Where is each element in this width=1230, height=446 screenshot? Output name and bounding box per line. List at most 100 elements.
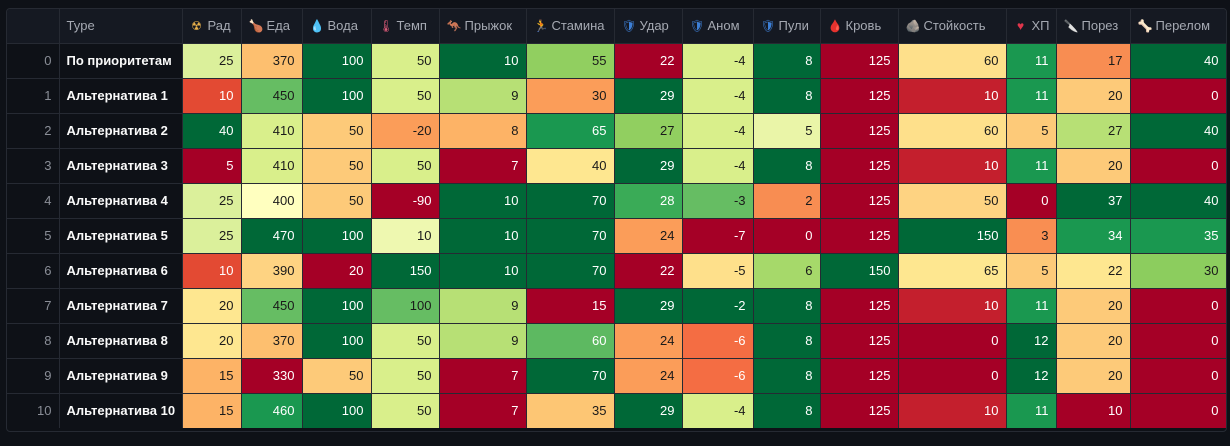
table-cell[interactable]: 22	[614, 43, 683, 79]
column-header-6[interactable]: 🏃 Стамина	[526, 9, 615, 44]
table-cell[interactable]: 20	[1056, 323, 1131, 359]
table-row[interactable]: 10 Альтернатива 10 15 460 100 50 7 35 29 -4 8 125 10…	[7, 393, 1226, 428]
table-cell[interactable]: -6	[682, 358, 754, 394]
table-cell[interactable]: 6	[753, 253, 821, 289]
table-cell[interactable]: 125	[820, 78, 899, 114]
table-cell[interactable]: 100	[302, 288, 372, 324]
table-cell[interactable]: 70	[526, 183, 615, 219]
table-cell[interactable]: 60	[898, 43, 1007, 79]
table-cell[interactable]: 15	[182, 393, 242, 428]
table-cell[interactable]: 7	[439, 148, 527, 184]
table-cell[interactable]: 10	[898, 393, 1007, 428]
table-cell[interactable]: 10	[439, 183, 527, 219]
table-cell[interactable]: 10	[1056, 393, 1131, 428]
table-cell[interactable]: 10	[182, 78, 242, 114]
table-cell[interactable]: 50	[371, 78, 440, 114]
table-cell[interactable]: 8	[753, 288, 821, 324]
table-cell[interactable]: 5	[1006, 253, 1057, 289]
row-type-cell[interactable]: Альтернатива 9	[59, 358, 183, 394]
table-cell[interactable]: 35	[526, 393, 615, 428]
table-cell[interactable]: 25	[182, 218, 242, 254]
table-cell[interactable]: 125	[820, 183, 899, 219]
table-cell[interactable]: 8	[753, 43, 821, 79]
table-cell[interactable]: 9	[439, 78, 527, 114]
table-cell[interactable]: 450	[241, 78, 303, 114]
table-cell[interactable]: 460	[241, 393, 303, 428]
table-cell[interactable]: 100	[302, 393, 372, 428]
table-cell[interactable]: 40	[182, 113, 242, 149]
table-cell[interactable]: 100	[371, 288, 440, 324]
table-cell[interactable]: 50	[371, 148, 440, 184]
table-cell[interactable]: -20	[371, 113, 440, 149]
table-cell[interactable]: 50	[371, 43, 440, 79]
table-cell[interactable]: 100	[302, 218, 372, 254]
table-cell[interactable]: -4	[682, 393, 754, 428]
table-cell[interactable]: 125	[820, 288, 899, 324]
column-header-10[interactable]: 🩸 Кровь	[820, 9, 899, 44]
table-cell[interactable]: 125	[820, 358, 899, 394]
table-cell[interactable]: 37	[1056, 183, 1131, 219]
table-cell[interactable]: 60	[526, 323, 615, 359]
table-cell[interactable]: 100	[302, 43, 372, 79]
table-row[interactable]: 1 Альтернатива 1 10 450 100 50 9 30 29 -4 8 125 10 11…	[7, 78, 1226, 114]
row-type-cell[interactable]: Альтернатива 3	[59, 148, 183, 184]
table-cell[interactable]: 50	[302, 183, 372, 219]
table-cell[interactable]: -7	[682, 218, 754, 254]
table-cell[interactable]: 29	[614, 393, 683, 428]
table-cell[interactable]: 100	[302, 323, 372, 359]
table-cell[interactable]: 5	[753, 113, 821, 149]
table-cell[interactable]: 470	[241, 218, 303, 254]
table-cell[interactable]: 50	[302, 113, 372, 149]
table-cell[interactable]: 30	[526, 78, 615, 114]
table-cell[interactable]: 5	[1006, 113, 1057, 149]
table-cell[interactable]: 12	[1006, 358, 1057, 394]
table-cell[interactable]: 28	[614, 183, 683, 219]
row-type-cell[interactable]: Альтернатива 2	[59, 113, 183, 149]
table-cell[interactable]: 0	[1130, 323, 1226, 359]
table-cell[interactable]: 55	[526, 43, 615, 79]
table-row[interactable]: 9 Альтернатива 9 15 330 50 50 7 70 24 -6 8 125 0 12 20…	[7, 358, 1226, 394]
column-header-7[interactable]: 🛡 Удар	[614, 9, 683, 44]
table-cell[interactable]: 17	[1056, 43, 1131, 79]
table-cell[interactable]: 2	[753, 183, 821, 219]
table-cell[interactable]: 11	[1006, 78, 1057, 114]
table-cell[interactable]: 8	[753, 148, 821, 184]
column-header-14[interactable]: 🦴 Перелом	[1130, 9, 1226, 44]
table-cell[interactable]: 50	[371, 393, 440, 428]
table-cell[interactable]: 5	[182, 148, 242, 184]
table-cell[interactable]: 70	[526, 358, 615, 394]
table-cell[interactable]: 125	[820, 43, 899, 79]
table-cell[interactable]: 0	[1006, 183, 1057, 219]
table-row[interactable]: 4 Альтернатива 4 25 400 50 -90 10 70 28 -3 2 125 50 0…	[7, 183, 1226, 219]
table-cell[interactable]: 125	[820, 323, 899, 359]
table-row[interactable]: 3 Альтернатива 3 5 410 50 50 7 40 29 -4 8 125 10 11 20…	[7, 148, 1226, 184]
table-cell[interactable]: 150	[820, 253, 899, 289]
table-cell[interactable]: 370	[241, 323, 303, 359]
table-cell[interactable]: 25	[182, 43, 242, 79]
table-cell[interactable]: 24	[614, 323, 683, 359]
table-cell[interactable]: 10	[439, 218, 527, 254]
table-cell[interactable]: 10	[898, 78, 1007, 114]
row-type-cell[interactable]: Альтернатива 10	[59, 393, 183, 428]
table-cell[interactable]: 27	[614, 113, 683, 149]
table-cell[interactable]: 27	[1056, 113, 1131, 149]
table-cell[interactable]: 8	[439, 113, 527, 149]
table-row[interactable]: 6 Альтернатива 6 10 390 20 150 10 70 22 -5 6 150 65 5…	[7, 253, 1226, 289]
table-cell[interactable]: 35	[1130, 218, 1226, 254]
row-type-cell[interactable]: Альтернатива 8	[59, 323, 183, 359]
table-cell[interactable]: -6	[682, 323, 754, 359]
table-cell[interactable]: 11	[1006, 148, 1057, 184]
row-type-cell[interactable]: Альтернатива 7	[59, 288, 183, 324]
table-cell[interactable]: 10	[898, 288, 1007, 324]
table-cell[interactable]: -4	[682, 43, 754, 79]
table-cell[interactable]: 0	[898, 323, 1007, 359]
table-cell[interactable]: 34	[1056, 218, 1131, 254]
table-cell[interactable]: 0	[1130, 78, 1226, 114]
column-header-5[interactable]: 🦘 Прыжок	[439, 9, 527, 44]
table-cell[interactable]: 9	[439, 323, 527, 359]
table-cell[interactable]: 410	[241, 148, 303, 184]
table-cell[interactable]: 0	[1130, 393, 1226, 428]
row-type-cell[interactable]: Альтернатива 5	[59, 218, 183, 254]
table-cell[interactable]: -3	[682, 183, 754, 219]
table-cell[interactable]: 8	[753, 323, 821, 359]
